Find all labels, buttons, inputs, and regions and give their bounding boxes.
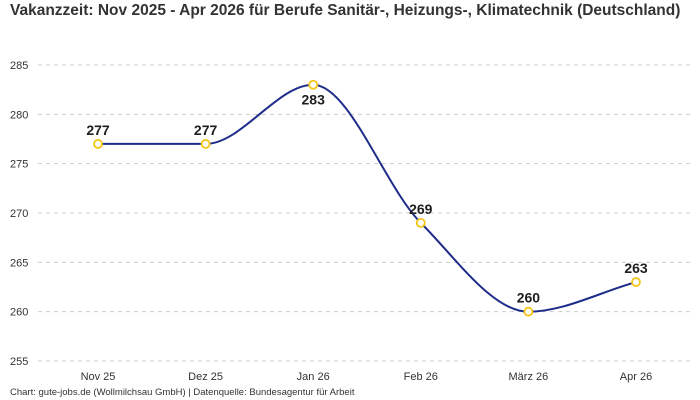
y-axis-tick-labels: 255 260 265 270 275 280 285 (10, 60, 28, 368)
y-tick-label: 255 (10, 356, 28, 368)
data-label: 277 (86, 122, 110, 138)
data-label: 260 (517, 290, 541, 306)
data-point (200, 139, 211, 149)
data-point (93, 139, 103, 149)
data-labels: 277 277 283 269 260 263 (86, 92, 648, 306)
chart-title: Vakanzzeit: Nov 2025 - Apr 2026 für Beru… (10, 2, 681, 19)
y-tick-label: 275 (10, 159, 28, 171)
x-axis-tick-labels: Nov 25 Dez 25 Jan 26 Feb 26 März 26 Apr 26 (81, 371, 653, 383)
data-point (308, 79, 319, 90)
x-tick-label: März 26 (509, 371, 549, 383)
data-point (631, 277, 641, 287)
data-point (415, 217, 426, 228)
y-tick-label: 260 (10, 307, 28, 319)
data-point (523, 306, 534, 317)
data-label: 269 (409, 201, 433, 217)
chart-source: Chart: gute-jobs.de (Wollmilchsau GmbH) … (10, 387, 355, 398)
gridlines (38, 64, 690, 362)
x-tick-label: Nov 25 (81, 371, 116, 383)
x-tick-label: Dez 25 (188, 371, 223, 383)
y-tick-label: 265 (10, 257, 28, 269)
series-line (98, 83, 637, 313)
x-tick-label: Apr 26 (620, 371, 652, 383)
x-tick-label: Jan 26 (297, 371, 330, 383)
data-label: 277 (194, 122, 218, 138)
x-tick-label: Feb 26 (404, 371, 438, 383)
data-label: 263 (624, 260, 648, 276)
data-label: 283 (302, 92, 326, 108)
data-markers (93, 79, 641, 317)
y-tick-label: 285 (10, 60, 28, 72)
y-tick-label: 270 (10, 208, 28, 220)
y-tick-label: 280 (10, 109, 28, 121)
